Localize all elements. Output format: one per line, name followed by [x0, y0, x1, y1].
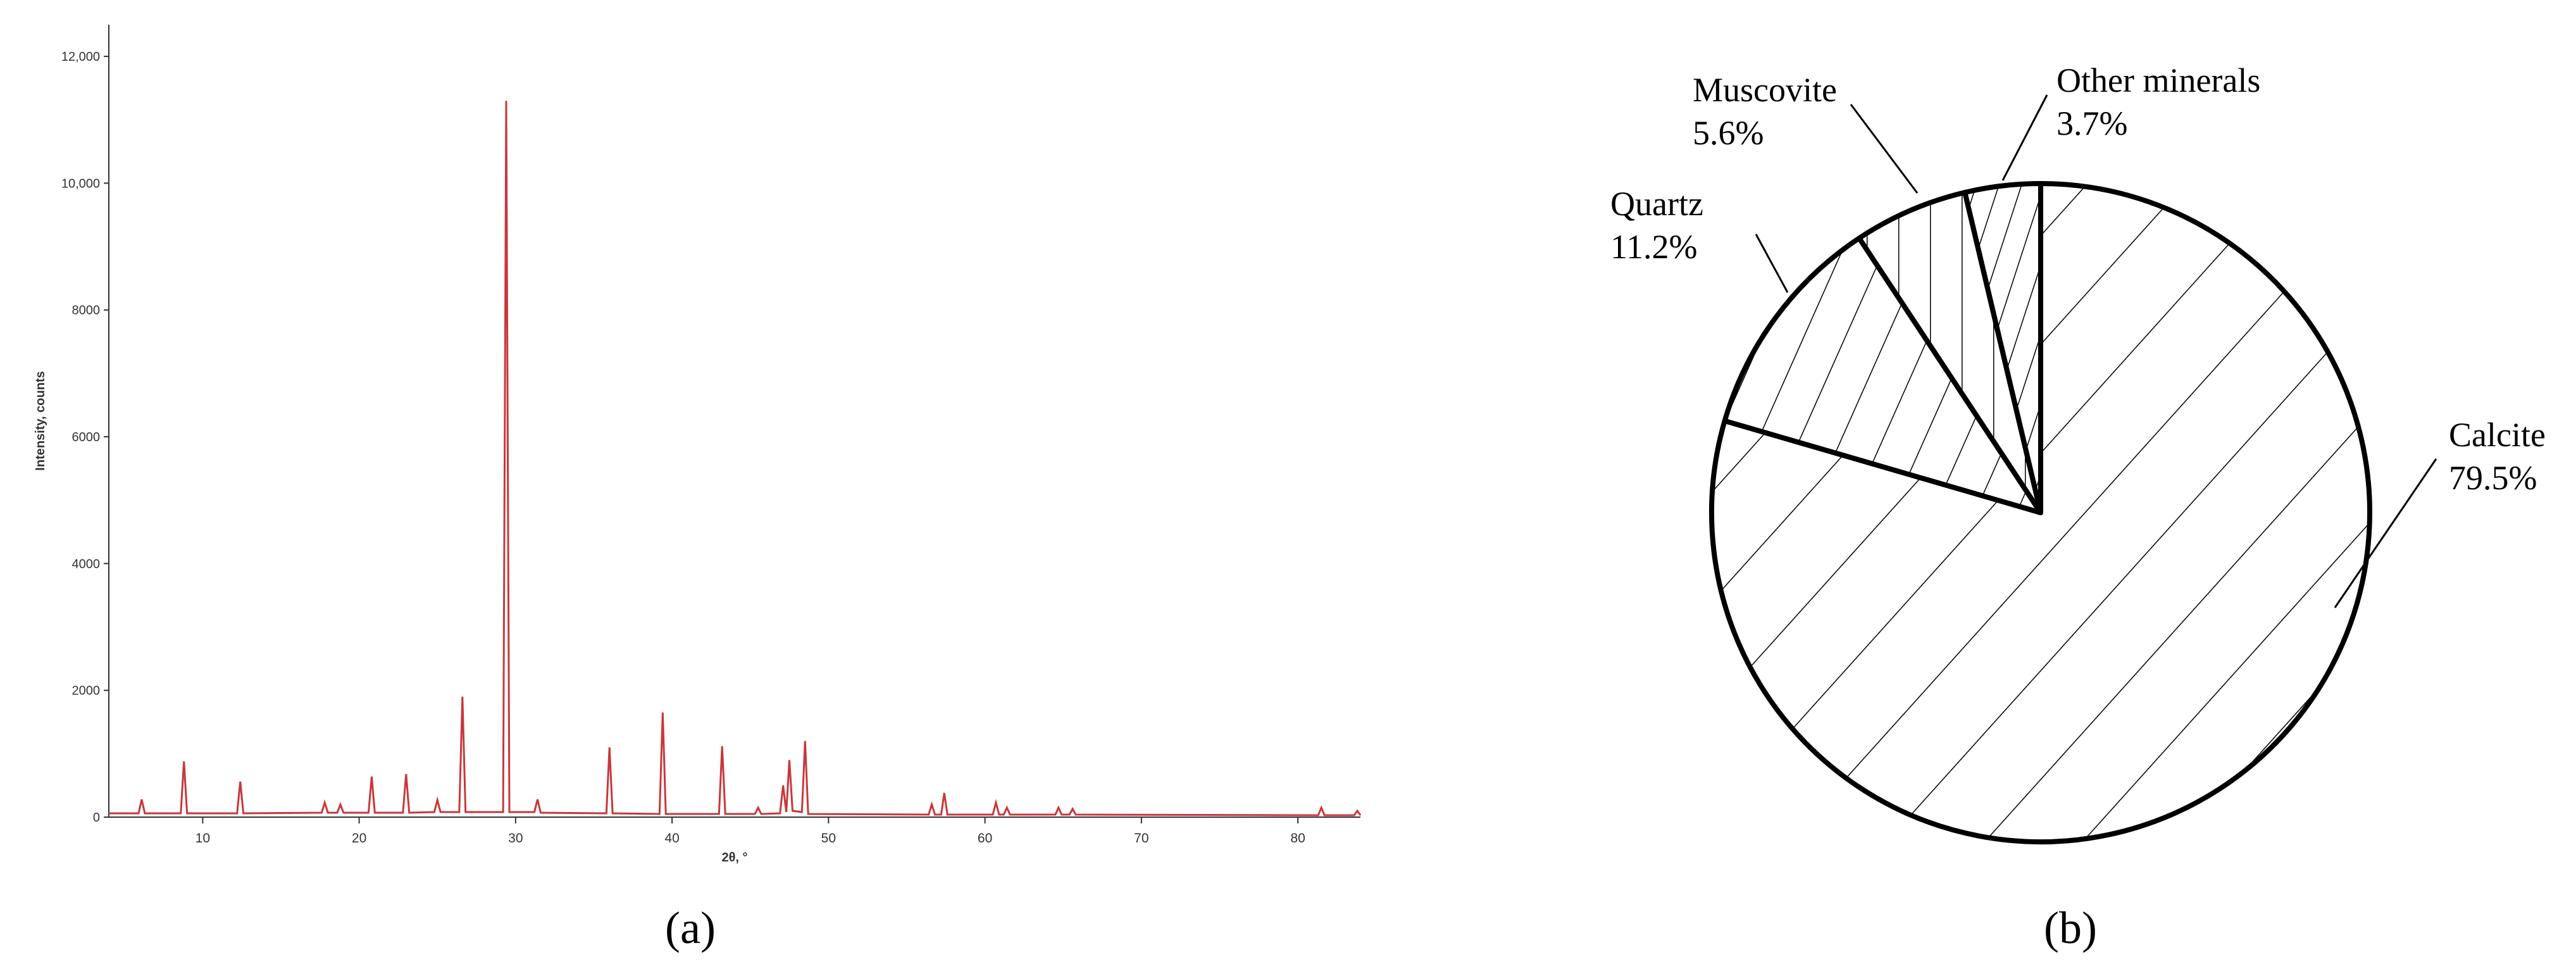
x-tick-label: 20 [352, 831, 366, 846]
slice-value-label: 3.7% [2056, 104, 2127, 142]
y-tick-label: 10,000 [61, 177, 100, 191]
caption: (b) [2044, 903, 2097, 953]
pie-slice [1722, 235, 2043, 515]
slice-value-label: 11.2% [1610, 228, 1697, 266]
leader-line [1755, 234, 1789, 293]
slice-value-label: 79.5% [2449, 459, 2537, 497]
y-tick-label: 6000 [72, 430, 101, 444]
y-tick-label: 8000 [72, 304, 101, 318]
y-tick-label: 4000 [72, 557, 101, 571]
y-axis-label: Intensity, counts [34, 371, 47, 470]
y-tick-label: 2000 [72, 684, 101, 698]
leader-line [2334, 458, 2437, 608]
x-tick-label: 40 [664, 831, 679, 846]
x-axis-label: 2θ, ° [721, 851, 747, 865]
slice-label: Quartz [1610, 185, 1703, 223]
x-tick-label: 50 [821, 831, 836, 846]
slice-label: Muscovite [1693, 71, 1837, 109]
pie-slice [1857, 189, 2043, 515]
slice-value-label: 5.6% [1693, 114, 1764, 152]
y-tick-label: 0 [93, 811, 100, 825]
x-tick-label: 70 [1134, 831, 1148, 846]
x-tick-label: 60 [978, 831, 992, 846]
x-tick-label: 10 [196, 831, 210, 846]
pie-slice [1962, 181, 2043, 515]
slice-label: Other minerals [2056, 61, 2260, 99]
leader-line [2001, 94, 2048, 181]
caption: (a) [665, 903, 716, 953]
leader-line [1850, 104, 1919, 194]
slice-label: Calcite [2449, 416, 2546, 454]
x-tick-label: 30 [508, 831, 523, 846]
x-tick-label: 80 [1290, 831, 1305, 846]
data-line [109, 101, 1362, 816]
y-tick-label: 12,000 [61, 50, 100, 64]
